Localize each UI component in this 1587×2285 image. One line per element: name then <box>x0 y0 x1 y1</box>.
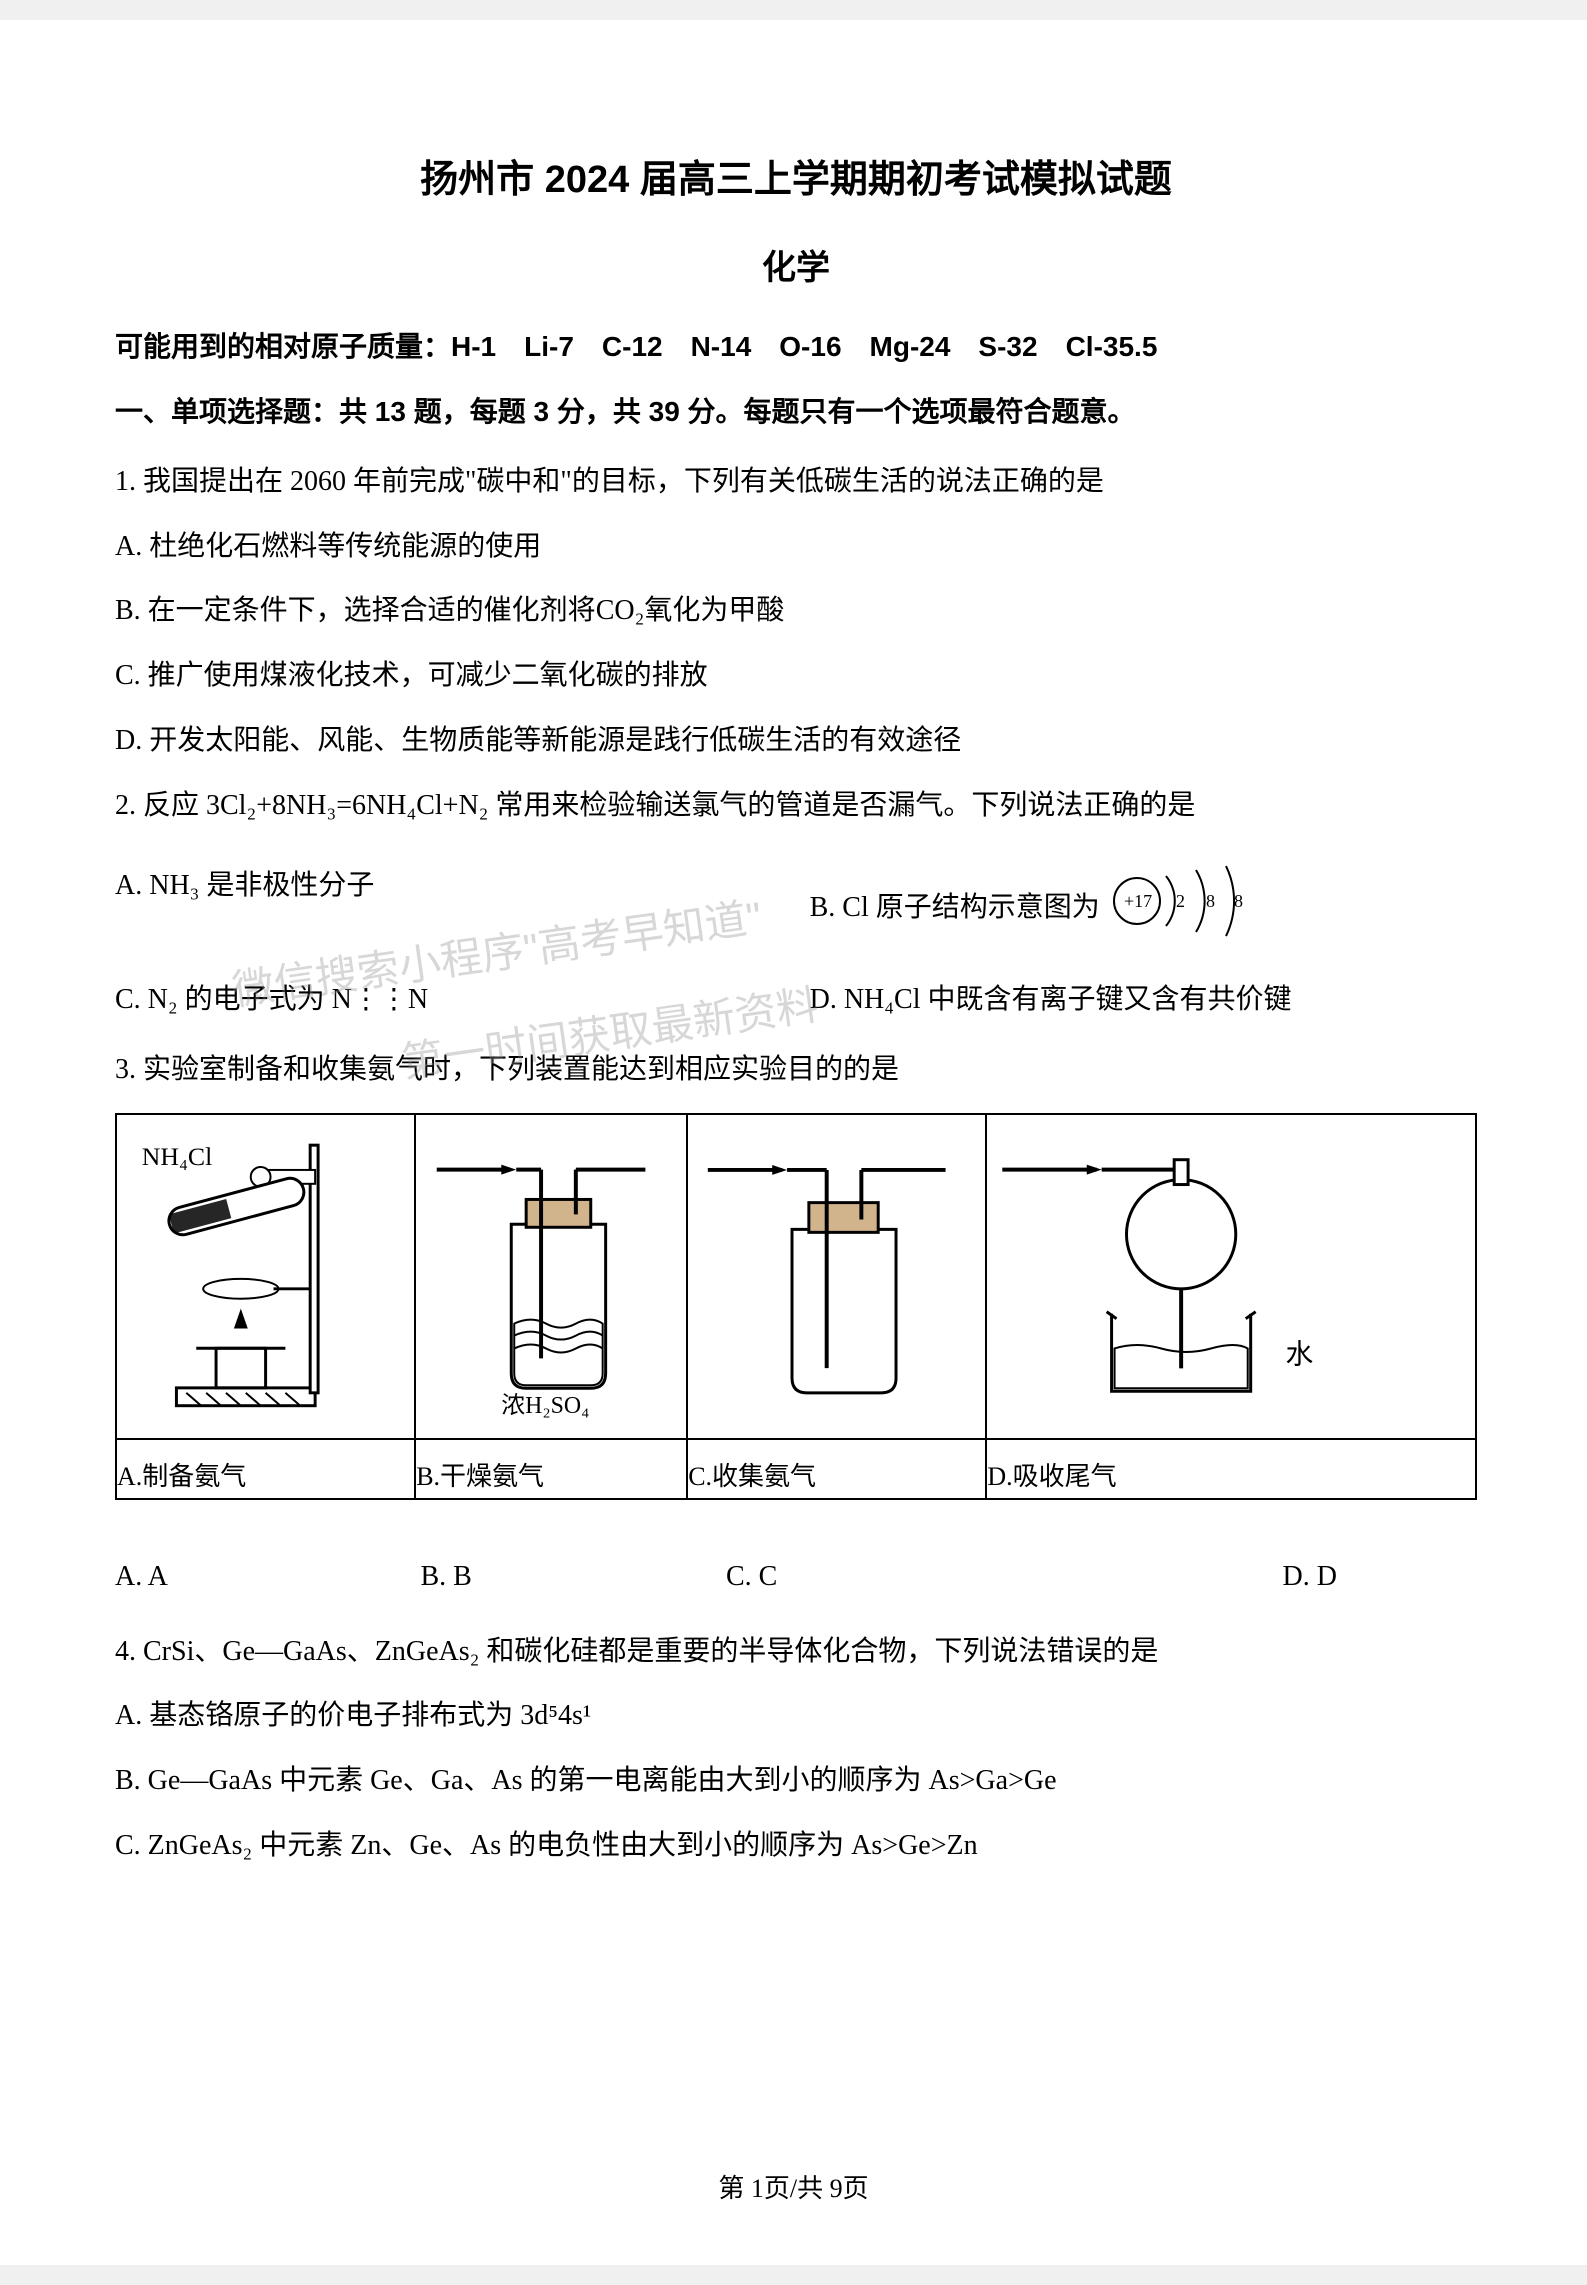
q4-option-b: B. Ge—GaAs 中元素 Ge、Ga、As 的第一电离能由大到小的顺序为 A… <box>115 1759 1477 1804</box>
q2b-pre: B. Cl 原子结构示意图为 <box>810 886 1100 931</box>
q3-stem: 3. 实验室制备和收集氨气时，下列装置能达到相应实验目的的是 <box>115 1048 1477 1093</box>
apparatus-cell-c <box>687 1114 986 1439</box>
q3-ans-b: B. B <box>421 1555 727 1600</box>
atomic-mass-line: 可能用到的相对原子质量：H-1 Li-7 C-12 N-14 O-16 Mg-2… <box>115 325 1477 370</box>
q4-stem: 4. CrSi、Ge—GaAs、ZnGeAs₂ 和碳化硅都是重要的半导体化合物，… <box>115 1630 1477 1675</box>
q1-stem: 1. 我国提出在 2060 年前完成"碳中和"的目标，下列有关低碳生活的说法正确… <box>115 460 1477 505</box>
q1-option-a: A. 杜绝化石燃料等传统能源的使用 <box>115 525 1477 570</box>
q1-option-d: D. 开发太阳能、风能、生物质能等新能源是践行低碳生活的有效途径 <box>115 719 1477 764</box>
nh4cl-label: NH₄Cl <box>142 1142 213 1171</box>
q2-stem: 2. 反应 3Cl₂+8NH₃=6NH₄Cl+N₂ 常用来检验输送氯气的管道是否… <box>115 784 1477 829</box>
svg-text:2: 2 <box>1176 891 1185 911</box>
q3-ans-c: C. C <box>726 1555 1032 1600</box>
table-row: A.制备氨气 B.干燥氨气 C.收集氨气 D.吸收尾气 <box>116 1439 1476 1499</box>
apparatus-b-diagram: 浓H₂SO₄ <box>416 1115 686 1423</box>
q3-ans-a: A. A <box>115 1555 421 1600</box>
q1b-formula: CO₂ <box>596 595 645 626</box>
caption-c: C.收集氨气 <box>687 1439 986 1499</box>
page-number: 第 1页/共 9页 <box>0 2168 1587 2210</box>
h2so4-label: 浓H₂SO₄ <box>502 1392 590 1419</box>
atom-diagram-icon: +17 2 8 8 <box>1104 864 1304 954</box>
table-row: NH₄Cl <box>116 1114 1476 1439</box>
svg-text:+17: +17 <box>1124 891 1152 911</box>
q3-ans-d: D. D <box>1032 1555 1478 1600</box>
svg-text:8: 8 <box>1234 891 1243 911</box>
section-1-header: 一、单项选择题：共 13 题，每题 3 分，共 39 分。每题只有一个选项最符合… <box>115 390 1477 435</box>
exam-title: 扬州市 2024 届高三上学期期初考试模拟试题 <box>115 150 1477 211</box>
svg-text:8: 8 <box>1206 891 1215 911</box>
q2-row-cd: C. N₂ 的电子式为 N⋮⋮N D. NH₄Cl 中既含有离子键又含有共价键 <box>115 978 1477 1023</box>
q3-answer-row: A. A B. B C. C D. D <box>115 1555 1477 1600</box>
apparatus-d-diagram: 水 <box>987 1115 1475 1423</box>
q1b-pre: B. 在一定条件下，选择合适的催化剂将 <box>115 595 596 626</box>
apparatus-table: NH₄Cl <box>115 1113 1477 1500</box>
q2-option-b: B. Cl 原子结构示意图为 +17 2 8 8 <box>810 864 1477 954</box>
subject-heading: 化学 <box>115 241 1477 295</box>
q1-option-b: B. 在一定条件下，选择合适的催化剂将CO₂氧化为甲酸 <box>115 589 1477 634</box>
q2-option-c: C. N₂ 的电子式为 N⋮⋮N <box>115 978 810 1023</box>
q4-option-a: A. 基态铬原子的价电子排布式为 3d⁵4s¹ <box>115 1694 1477 1739</box>
q2-row-ab: A. NH₃ 是非极性分子 B. Cl 原子结构示意图为 +17 2 8 8 <box>115 864 1477 954</box>
q1-option-c: C. 推广使用煤液化技术，可减少二氧化碳的排放 <box>115 654 1477 699</box>
caption-d: D.吸收尾气 <box>986 1439 1476 1499</box>
caption-b: B.干燥氨气 <box>415 1439 687 1499</box>
apparatus-cell-d: 水 <box>986 1114 1476 1439</box>
caption-a: A.制备氨气 <box>116 1439 415 1499</box>
q1b-post: 氧化为甲酸 <box>644 595 784 626</box>
apparatus-cell-b: 浓H₂SO₄ <box>415 1114 687 1439</box>
q2-option-a: A. NH₃ 是非极性分子 <box>115 864 810 954</box>
water-label: 水 <box>1286 1339 1314 1370</box>
document-page: 扬州市 2024 届高三上学期期初考试模拟试题 化学 可能用到的相对原子质量：H… <box>0 20 1587 2265</box>
q4-option-c: C. ZnGeAs₂ 中元素 Zn、Ge、As 的电负性由大到小的顺序为 As>… <box>115 1824 1477 1869</box>
apparatus-a-diagram: NH₄Cl <box>117 1115 414 1423</box>
q2-option-d: D. NH₄Cl 中既含有离子键又含有共价键 <box>810 978 1477 1023</box>
apparatus-cell-a: NH₄Cl <box>116 1114 415 1439</box>
apparatus-c-diagram <box>688 1115 985 1423</box>
